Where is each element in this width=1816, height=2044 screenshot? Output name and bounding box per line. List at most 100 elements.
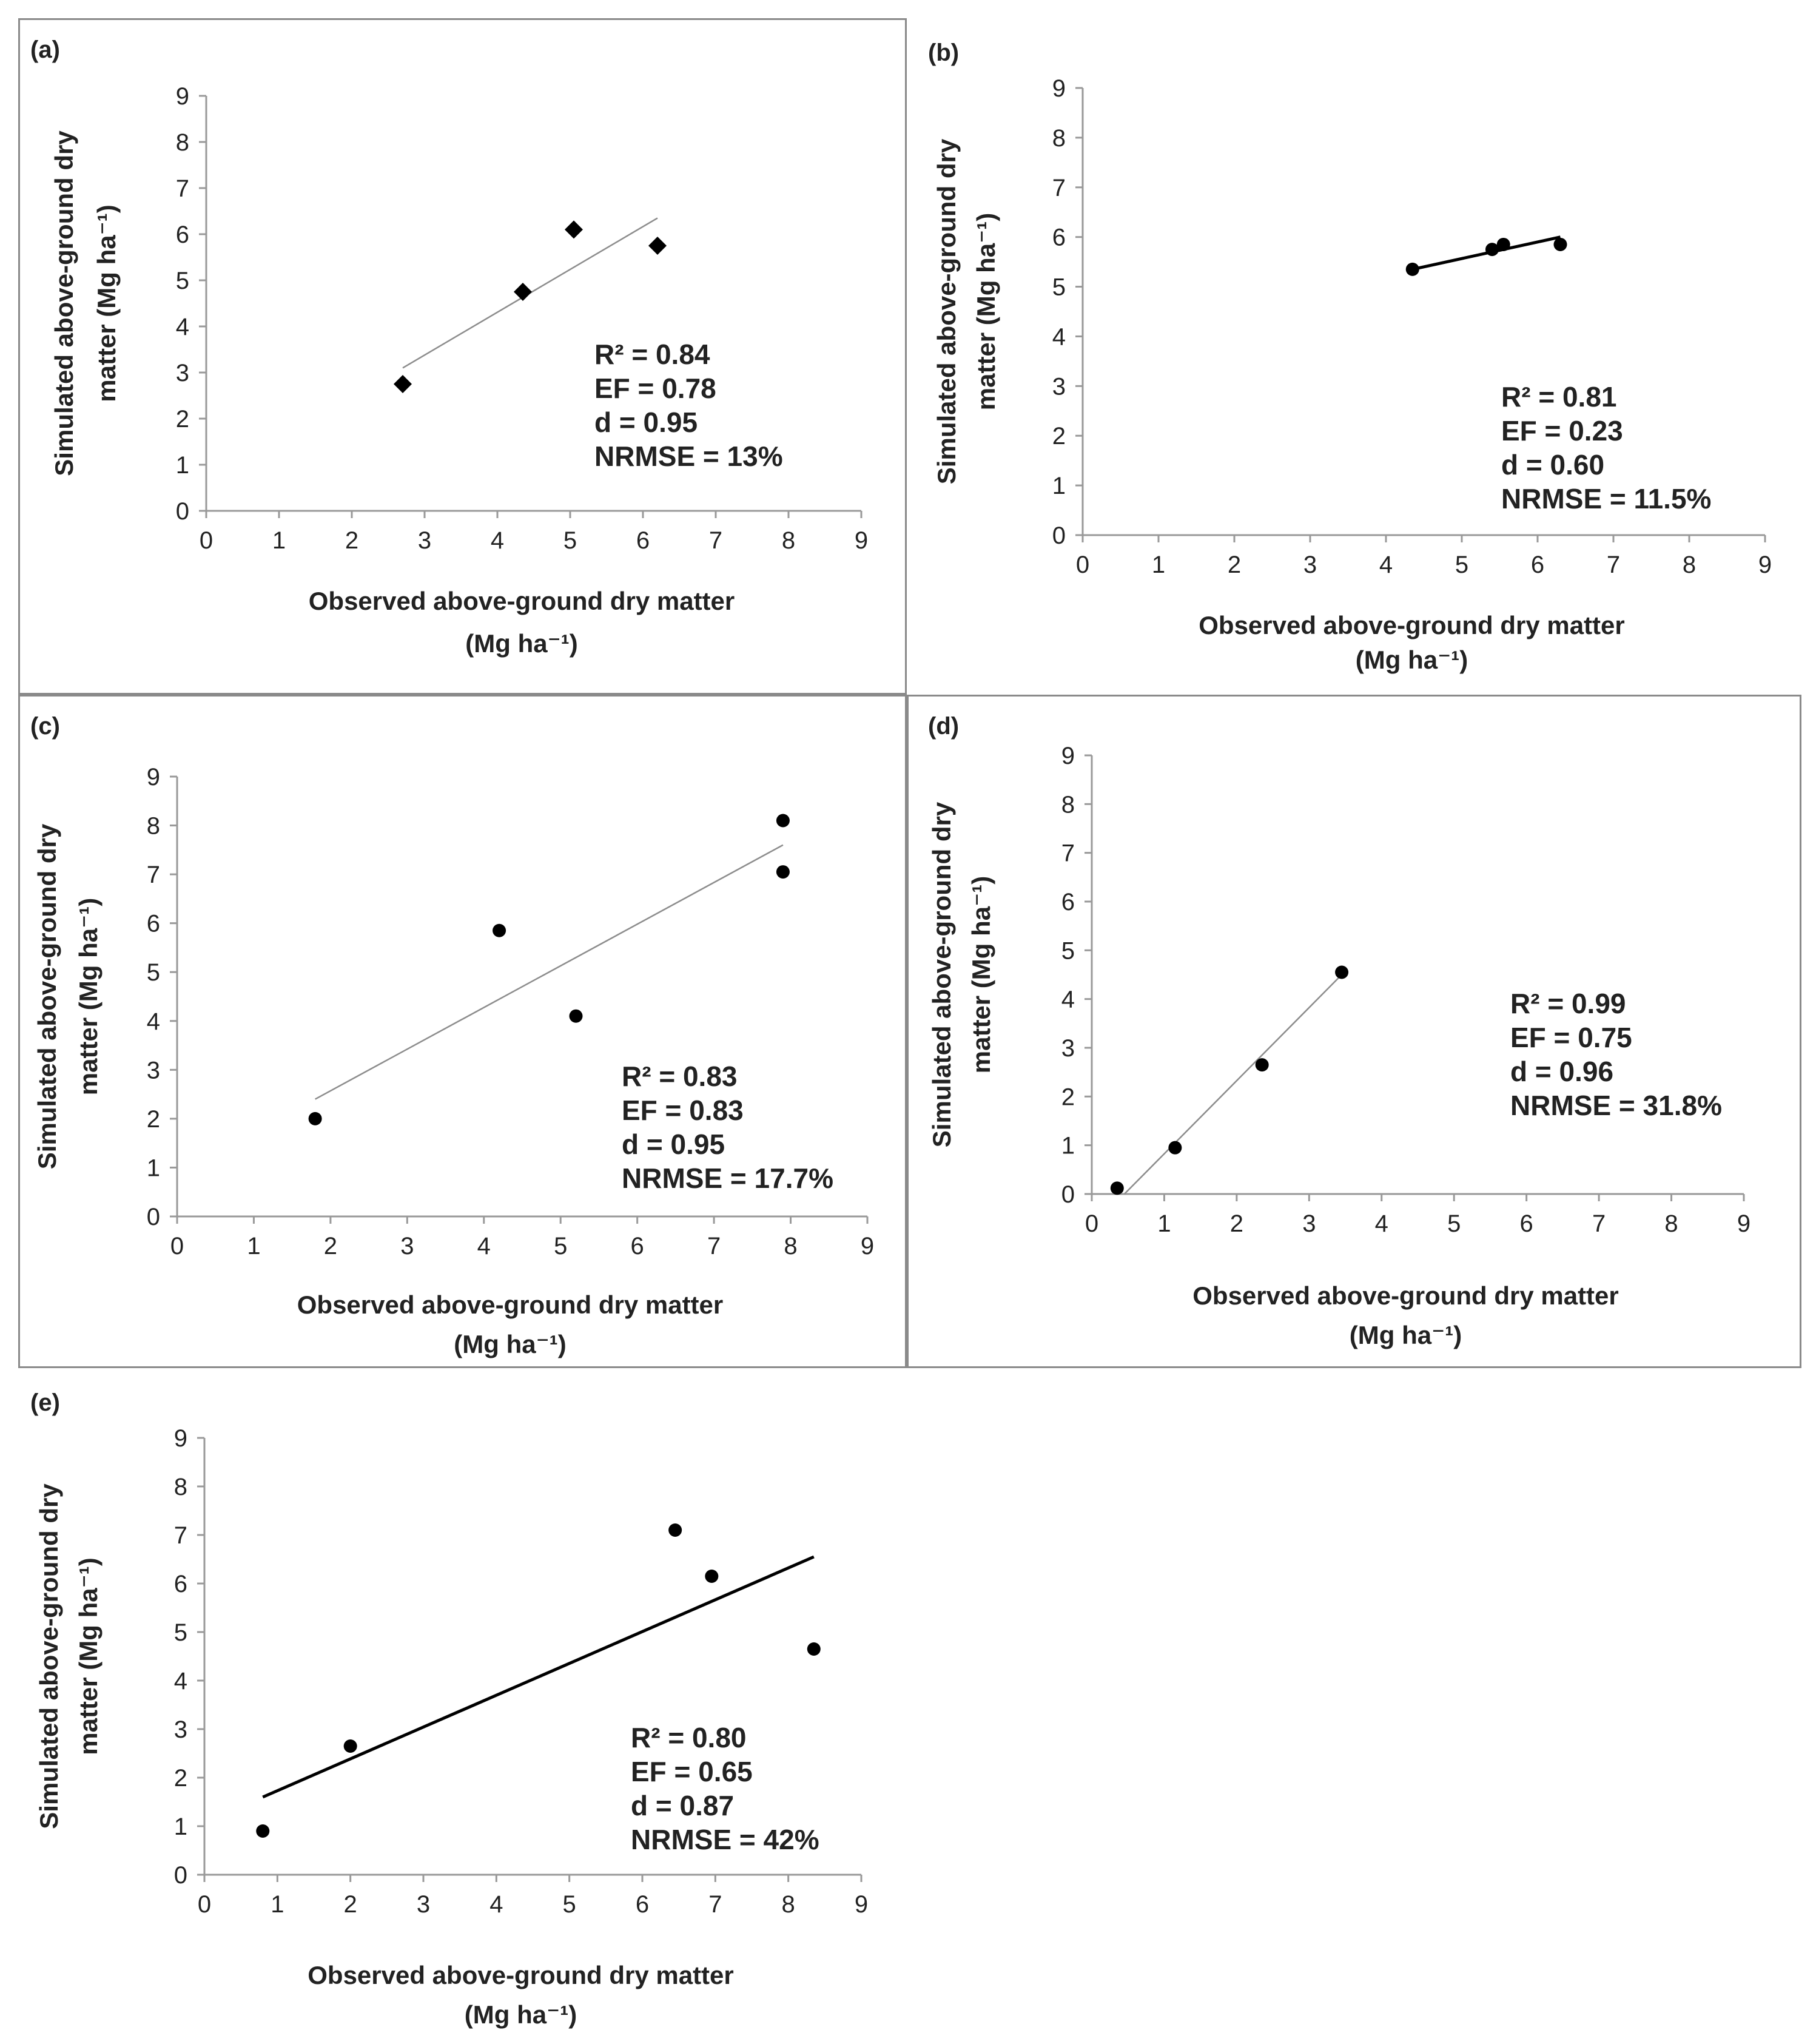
y-tick-label: 3 [1052,373,1066,400]
panel-frame-e [18,1368,907,2036]
data-point [569,1009,583,1023]
panel-frame-c [18,695,907,1368]
panel-frame-d [907,695,1801,1368]
x-tick-label: 1 [272,527,286,554]
y-tick-label: 9 [176,83,189,110]
data-point [256,1824,270,1838]
panel-frame-a [18,18,907,695]
y-tick-label: 8 [1061,791,1075,818]
y-tick-label: 6 [147,911,160,937]
y-tick-label: 4 [147,1008,160,1035]
x-tick-label: 6 [631,1233,644,1260]
x-tick-label: 3 [417,1891,430,1918]
y-tick-label: 3 [147,1057,160,1084]
data-point [807,1642,821,1656]
y-tick-label: 3 [174,1716,187,1743]
y-tick-label: 5 [176,268,189,294]
data-point [343,1739,357,1753]
y-tick-label: 5 [1061,937,1075,964]
x-tick-label: 4 [1379,551,1393,578]
y-tick-label: 0 [147,1204,160,1230]
stat-text: EF = 0.78 [594,373,716,404]
panel-label: (b) [928,39,959,66]
stat-text: R² = 0.84 [594,339,710,370]
x-tick-label: 3 [1303,551,1317,578]
x-tick-label: 9 [1737,1210,1750,1237]
y-axis-label: Simulated above-ground dry [33,823,61,1169]
y-tick-label: 1 [1052,473,1066,499]
x-tick-label: 4 [1375,1210,1388,1237]
x-tick-label: 4 [491,527,504,554]
data-point [1553,237,1567,251]
stat-text: R² = 0.80 [631,1722,747,1753]
x-tick-label: 1 [1157,1210,1171,1237]
data-point [668,1523,682,1537]
x-tick-label: 3 [1302,1210,1316,1237]
y-tick-label: 0 [1052,522,1066,549]
x-tick-label: 5 [1455,551,1468,578]
stat-text: R² = 0.81 [1501,381,1617,413]
stat-text: R² = 0.99 [1510,988,1626,1019]
x-tick-label: 6 [636,527,650,554]
x-tick-label: 7 [708,1891,722,1918]
data-point [514,283,532,301]
stat-text: NRMSE = 13% [594,440,783,472]
data-point [1335,965,1349,979]
y-tick-label: 4 [1061,987,1075,1013]
y-tick-label: 6 [176,221,189,248]
stat-text: EF = 0.75 [1510,1022,1632,1053]
data-point [394,375,412,393]
y-tick-label: 4 [174,1668,187,1695]
panel-label: (d) [928,713,959,740]
y-tick-label: 0 [176,498,189,525]
y-tick-label: 1 [174,1813,187,1840]
stat-text: NRMSE = 31.8% [1510,1090,1722,1121]
y-axis-unit: matter (Mg ha⁻¹) [967,876,995,1074]
x-tick-label: 6 [1531,551,1544,578]
y-tick-label: 1 [147,1155,160,1181]
x-tick-label: 1 [271,1891,284,1918]
y-axis-label: Simulated above-ground dry [932,138,961,484]
x-tick-label: 4 [489,1891,503,1918]
panel-label: (c) [30,713,60,740]
x-tick-label: 0 [198,1891,211,1918]
y-tick-label: 8 [147,813,160,840]
y-tick-label: 7 [147,862,160,888]
y-tick-label: 2 [176,406,189,433]
x-tick-label: 9 [855,527,868,554]
x-axis-unit: (Mg ha⁻¹) [1356,646,1468,674]
y-tick-label: 8 [1052,125,1066,152]
x-tick-label: 9 [1758,551,1772,578]
x-tick-label: 2 [1230,1210,1243,1237]
y-tick-label: 8 [176,129,189,156]
x-tick-label: 2 [1228,551,1241,578]
y-tick-label: 2 [1052,423,1066,450]
data-point [1496,237,1510,251]
x-tick-label: 8 [1683,551,1696,578]
y-tick-label: 7 [1052,175,1066,201]
x-tick-label: 5 [1447,1210,1461,1237]
x-axis-label: Observed above-ground dry matter [297,1290,724,1319]
x-tick-label: 1 [247,1233,260,1260]
data-point [1168,1141,1182,1155]
data-point [1485,243,1499,257]
stat-text: d = 0.95 [594,406,698,438]
data-point [1255,1058,1269,1072]
y-tick-label: 0 [1061,1181,1075,1208]
x-tick-label: 6 [636,1891,649,1918]
stat-text: EF = 0.65 [631,1756,753,1787]
data-point [648,237,667,255]
x-axis-unit: (Mg ha⁻¹) [465,2000,577,2029]
x-tick-label: 8 [784,1233,797,1260]
panel-label: (e) [30,1389,60,1416]
x-tick-label: 5 [563,1891,576,1918]
x-tick-label: 5 [563,527,577,554]
x-tick-label: 0 [170,1233,184,1260]
x-tick-label: 7 [1592,1210,1606,1237]
x-tick-label: 7 [709,527,722,554]
stat-text: d = 0.96 [1510,1056,1613,1087]
trend-line [262,1555,815,1799]
panel-frame-b [907,18,1801,695]
